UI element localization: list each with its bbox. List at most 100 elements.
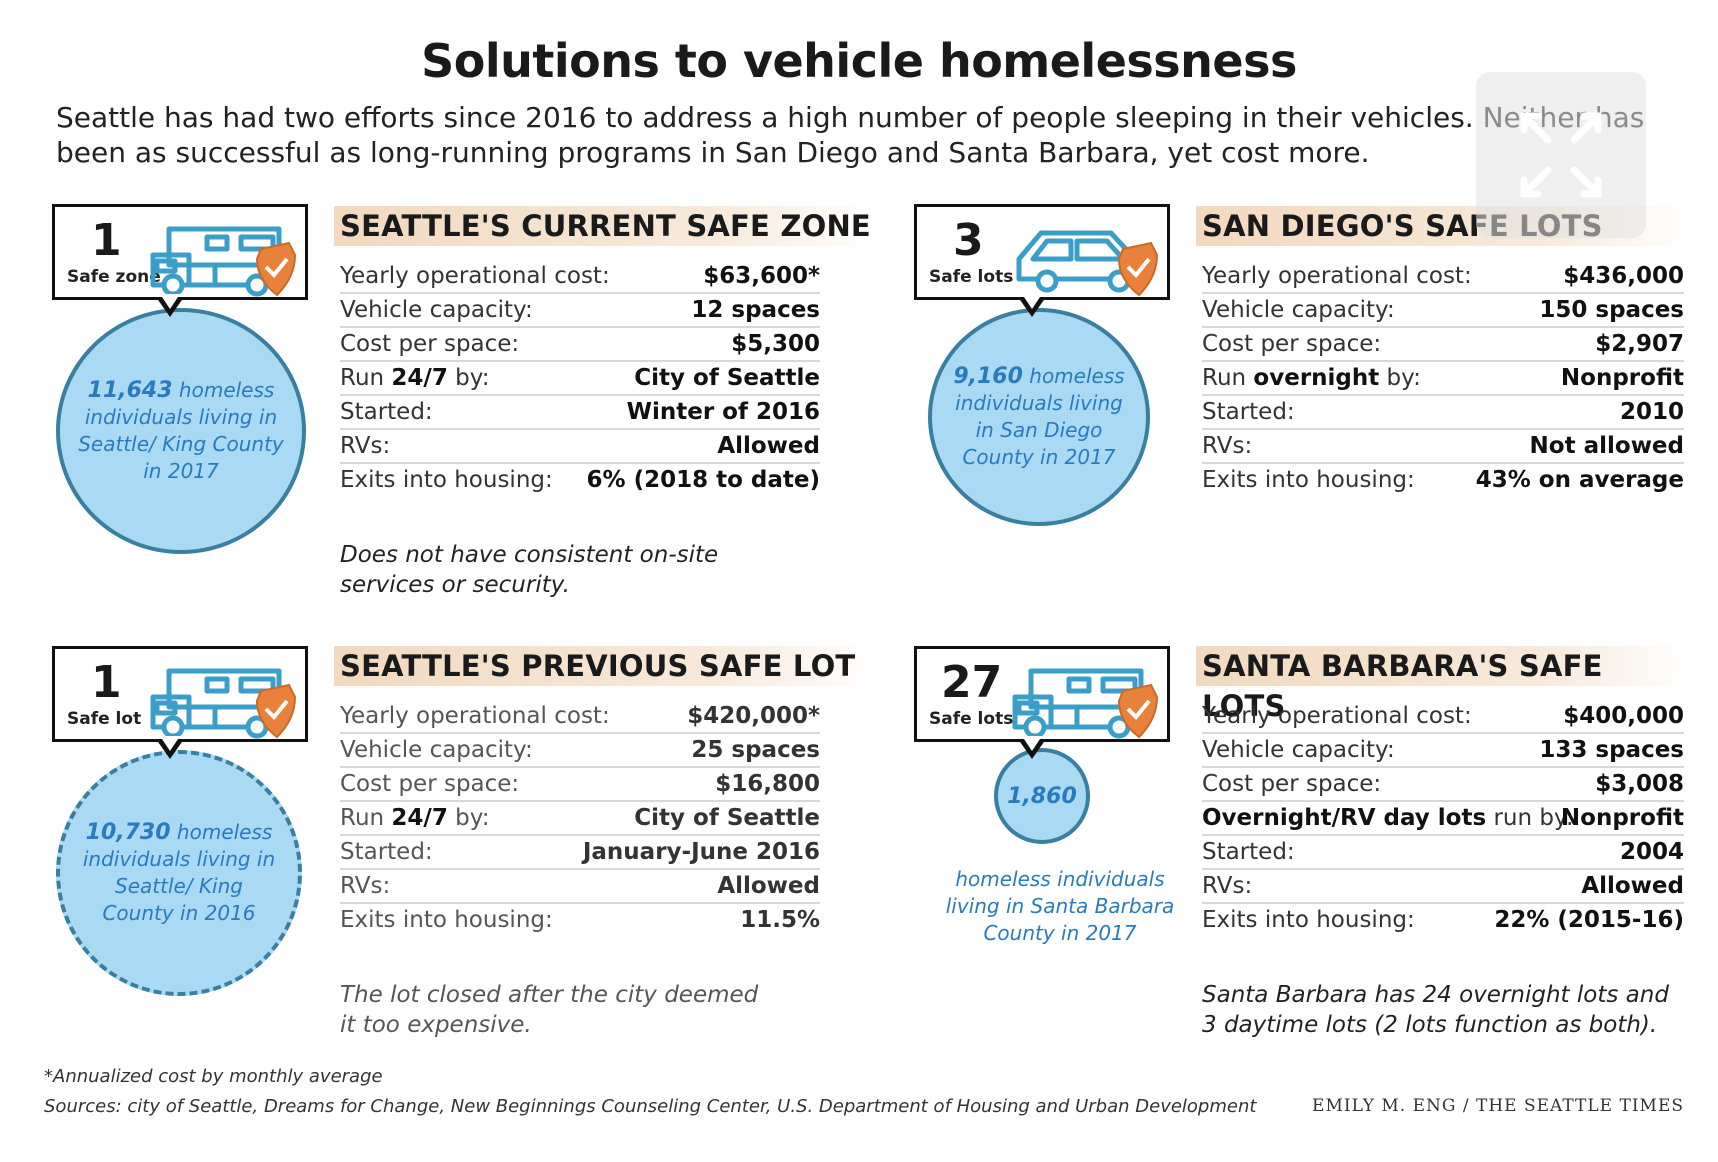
table-row: Cost per space: $2,907	[1202, 328, 1684, 362]
stat-value: Winter of 2016	[626, 399, 820, 425]
count-number: 1	[91, 657, 122, 708]
section-note: Santa Barbara has 24 overnight lots and …	[1202, 982, 1669, 1038]
stat-label: Yearly operational cost:	[1202, 263, 1472, 289]
stat-label: RVs:	[340, 433, 391, 459]
table-row: Exits into housing: 43% on average	[1202, 464, 1684, 498]
stat-label: Cost per space:	[340, 771, 520, 797]
stat-value: 12 spaces	[691, 297, 820, 323]
stat-label: Yearly operational cost:	[340, 263, 610, 289]
count-badge: 27 Safe lots	[914, 646, 1170, 742]
stat-value: 6% (2018 to date)	[586, 467, 820, 493]
stat-label: Cost per space:	[1202, 331, 1382, 357]
stat-value: City of Seattle	[634, 365, 820, 391]
population-circle: 1,860	[994, 748, 1090, 844]
page-subtitle: Seattle has had two efforts since 2016 t…	[56, 101, 1645, 169]
table-row: Yearly operational cost: $63,600*	[340, 260, 820, 294]
stat-value: Nonprofit	[1560, 805, 1684, 831]
stat-label: Yearly operational cost:	[340, 703, 610, 729]
count-number: 1	[91, 215, 122, 266]
stat-label: Started:	[1202, 399, 1295, 425]
stat-value: 25 spaces	[691, 737, 820, 763]
table-row: RVs: Allowed	[340, 870, 820, 904]
table-row: Started: January-June 2016	[340, 836, 820, 870]
count-number: 27	[941, 657, 1003, 708]
table-row: RVs: Allowed	[340, 430, 820, 464]
stat-label: by:	[1379, 365, 1421, 391]
stat-label: RVs:	[340, 873, 391, 899]
badge-pointer	[1018, 294, 1046, 317]
stat-label: Run	[340, 365, 392, 391]
stat-label: Started:	[340, 399, 433, 425]
stat-label: Exits into housing:	[1202, 907, 1415, 933]
table-row: Started: 2010	[1202, 396, 1684, 430]
stat-value: $2,907	[1595, 331, 1684, 357]
table-row: Vehicle capacity: 12 spaces	[340, 294, 820, 328]
population-circle: 9,160 homeless individuals living in San…	[928, 308, 1150, 526]
table-row: Yearly operational cost: $420,000*	[340, 700, 820, 734]
table-row: Cost per space: $5,300	[340, 328, 820, 362]
rv-icon	[150, 226, 297, 297]
stat-label: Exits into housing:	[1202, 467, 1415, 493]
stat-value: $420,000*	[687, 703, 820, 729]
count-label: Safe lot	[67, 709, 142, 729]
stat-label: Run 24/7 by:	[340, 802, 489, 834]
table-row: Vehicle capacity: 150 spaces	[1202, 294, 1684, 328]
section-note: Does not have consistent on-site service…	[340, 542, 719, 598]
stat-value: January-June 2016	[582, 839, 820, 865]
stat-label: Started:	[340, 839, 433, 865]
expand-icon	[1520, 112, 1602, 198]
stat-value: $400,000	[1563, 703, 1684, 729]
stat-value: Allowed	[717, 433, 820, 459]
stat-label: Overnight/RV day lots run by:	[1202, 802, 1574, 834]
expand-button[interactable]	[1476, 72, 1646, 238]
stat-value: $5,300	[731, 331, 820, 357]
section-heading: SEATTLE'S CURRENT SAFE ZONE	[334, 206, 874, 246]
stat-value: Not allowed	[1529, 433, 1684, 459]
table-row: Cost per space: $16,800	[340, 768, 820, 802]
stat-value: City of Seattle	[634, 805, 820, 831]
stat-label: Run	[340, 805, 392, 831]
section-note: The lot closed after the city deemed it …	[340, 982, 759, 1038]
table-row: Started: 2004	[1202, 836, 1684, 870]
count-badge: 1 Safe zone	[52, 204, 308, 300]
page-title: Solutions to vehicle homelessness	[421, 34, 1297, 88]
stat-label: Vehicle capacity:	[340, 737, 533, 763]
population-circle: 11,643 homeless individuals living in Se…	[56, 308, 306, 554]
rv-icon	[1012, 668, 1159, 739]
stat-label: Vehicle capacity:	[1202, 737, 1395, 763]
panel-seattle-current: 1 Safe zone 11,643 homeless individuals …	[52, 204, 874, 604]
table-row: RVs: Not allowed	[1202, 430, 1684, 464]
stat-label: Yearly operational cost:	[1202, 703, 1472, 729]
stats-table: Yearly operational cost: $400,000 Vehicle…	[1202, 700, 1684, 938]
stat-label: RVs:	[1202, 873, 1253, 899]
panel-seattle-previous: 1 Safe lot 10,730 homeless individuals l…	[52, 646, 874, 1046]
population-circle: 10,730 homeless individuals living in Se…	[56, 750, 302, 996]
car-icon	[1016, 230, 1159, 297]
count-label: Safe lots	[929, 267, 1014, 287]
table-row: Run 24/7 by: City of Seattle	[340, 802, 820, 836]
stat-label: 24/7	[391, 805, 448, 831]
panel-santa-barbara: 27 Safe lots 1,860 SANTA BARBARA'S SAFE …	[914, 646, 1690, 1046]
stat-label: by:	[447, 805, 490, 831]
count-label: Safe zone	[67, 267, 161, 287]
stat-label: run by:	[1486, 805, 1574, 831]
count-number: 3	[953, 215, 984, 266]
table-row: Cost per space: $3,008	[1202, 768, 1684, 802]
stat-label: Started:	[1202, 839, 1295, 865]
stat-label: Run	[1202, 365, 1254, 391]
badge-pointer	[156, 736, 184, 759]
shield-check-icon	[255, 241, 297, 297]
table-row: Run overnight by: Nonprofit	[1202, 362, 1684, 396]
count-badge: 1 Safe lot	[52, 646, 308, 742]
stat-label: Cost per space:	[1202, 771, 1382, 797]
table-row: Exits into housing: 22% (2015-16)	[1202, 904, 1684, 938]
credit: EMILY M. ENG / THE SEATTLE TIMES	[1312, 1096, 1684, 1116]
table-row: Yearly operational cost: $436,000	[1202, 260, 1684, 294]
stat-value: 43% on average	[1475, 467, 1684, 493]
population-caption: homeless individuals living in Santa Bar…	[945, 867, 1175, 945]
stats-table: Yearly operational cost: $420,000* Vehicl…	[340, 700, 820, 938]
stat-label: Exits into housing:	[340, 467, 553, 493]
shield-check-icon	[1117, 683, 1159, 739]
badge-pointer	[156, 294, 184, 317]
table-row: Exits into housing: 11.5%	[340, 904, 820, 938]
